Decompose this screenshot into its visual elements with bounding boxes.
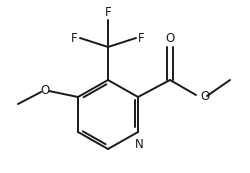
Text: F: F <box>138 33 144 45</box>
Text: N: N <box>134 138 143 151</box>
Text: F: F <box>105 6 111 19</box>
Text: O: O <box>40 84 50 98</box>
Text: O: O <box>166 32 174 45</box>
Text: O: O <box>200 90 209 103</box>
Text: F: F <box>72 33 78 45</box>
